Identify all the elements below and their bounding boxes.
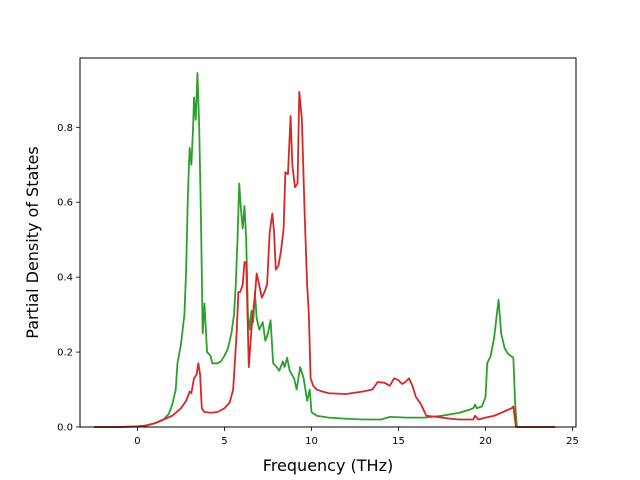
x-tick-label: 10 <box>305 436 318 447</box>
y-tick-label: 0.4 <box>57 273 73 284</box>
x-tick-label: 20 <box>479 436 492 447</box>
x-tick-label: 25 <box>566 436 579 447</box>
x-tick-label: 5 <box>221 436 227 447</box>
x-axis: 0 5 10 15 20 25 <box>134 427 579 447</box>
y-axis: 0.0 0.2 0.4 0.6 0.8 <box>57 123 80 434</box>
y-tick-label: 0.6 <box>57 198 73 209</box>
x-tick-label: 15 <box>392 436 405 447</box>
series-layer <box>93 72 556 428</box>
y-tick-label: 0.0 <box>57 423 73 434</box>
y-axis-label: Partial Density of States <box>23 146 42 338</box>
x-axis-label: Frequency (THz) <box>263 456 393 475</box>
series-line-1 <box>93 72 556 428</box>
y-tick-label: 0.2 <box>57 348 73 359</box>
x-tick-label: 0 <box>134 436 140 447</box>
y-tick-label: 0.8 <box>57 123 73 134</box>
plot-frame <box>79 57 577 428</box>
series-line-2 <box>93 90 556 428</box>
